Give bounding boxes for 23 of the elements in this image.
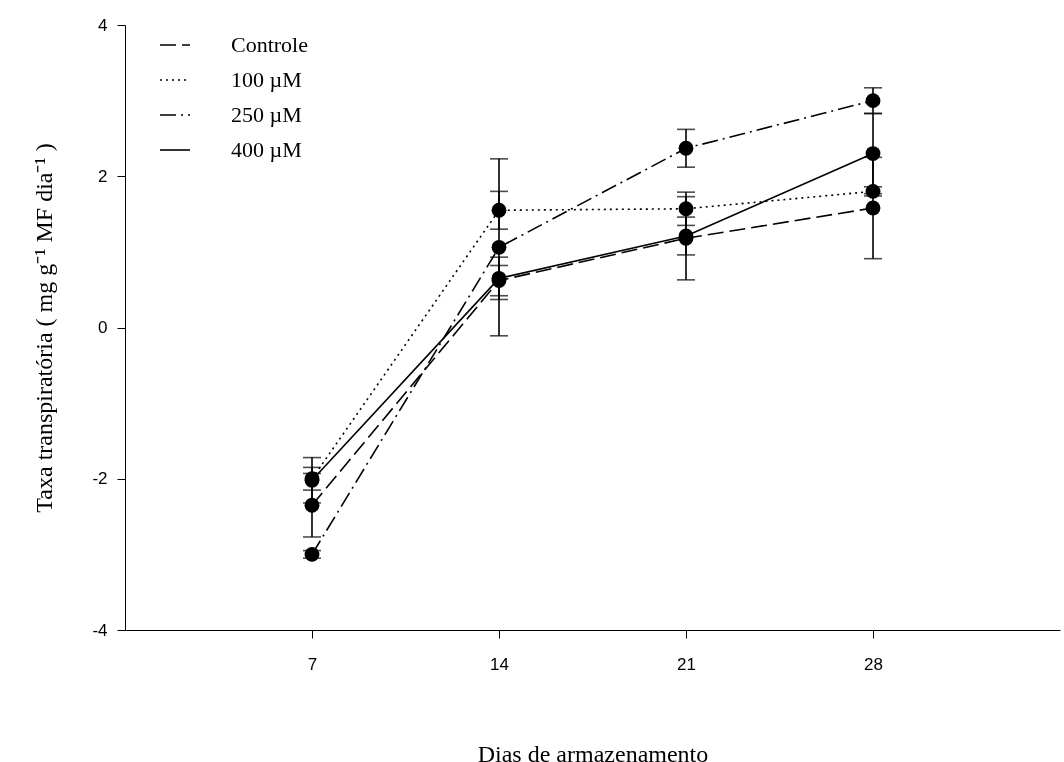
point [304,497,320,513]
point [865,146,881,161]
point [491,202,507,218]
point [678,140,694,156]
x-tick-label: 7 [307,654,318,674]
y-tick-label: -4 [92,620,108,640]
legend-label: Controle [231,32,308,57]
y-tick-label: 2 [98,166,108,186]
legend-label: 100 µM [231,67,302,92]
point [865,93,881,109]
legend-label: 400 µM [231,137,302,162]
x-tick-label: 21 [677,654,696,674]
y-tick-label: -2 [92,469,108,489]
y-tick-label: 4 [98,15,108,35]
point [865,200,881,216]
x-tick-label: 28 [864,654,883,674]
legend-label: 250 µM [231,102,302,127]
x-axis-title: Dias de armazenamento [477,740,709,762]
x-tick-label: 14 [490,654,509,674]
point [678,201,694,217]
y-tick-label: 0 [98,318,108,337]
y-axis-title: Taxa transpiratória ( mg g⁻¹ MF dia⁻¹ ) [31,143,58,513]
point [491,239,507,255]
